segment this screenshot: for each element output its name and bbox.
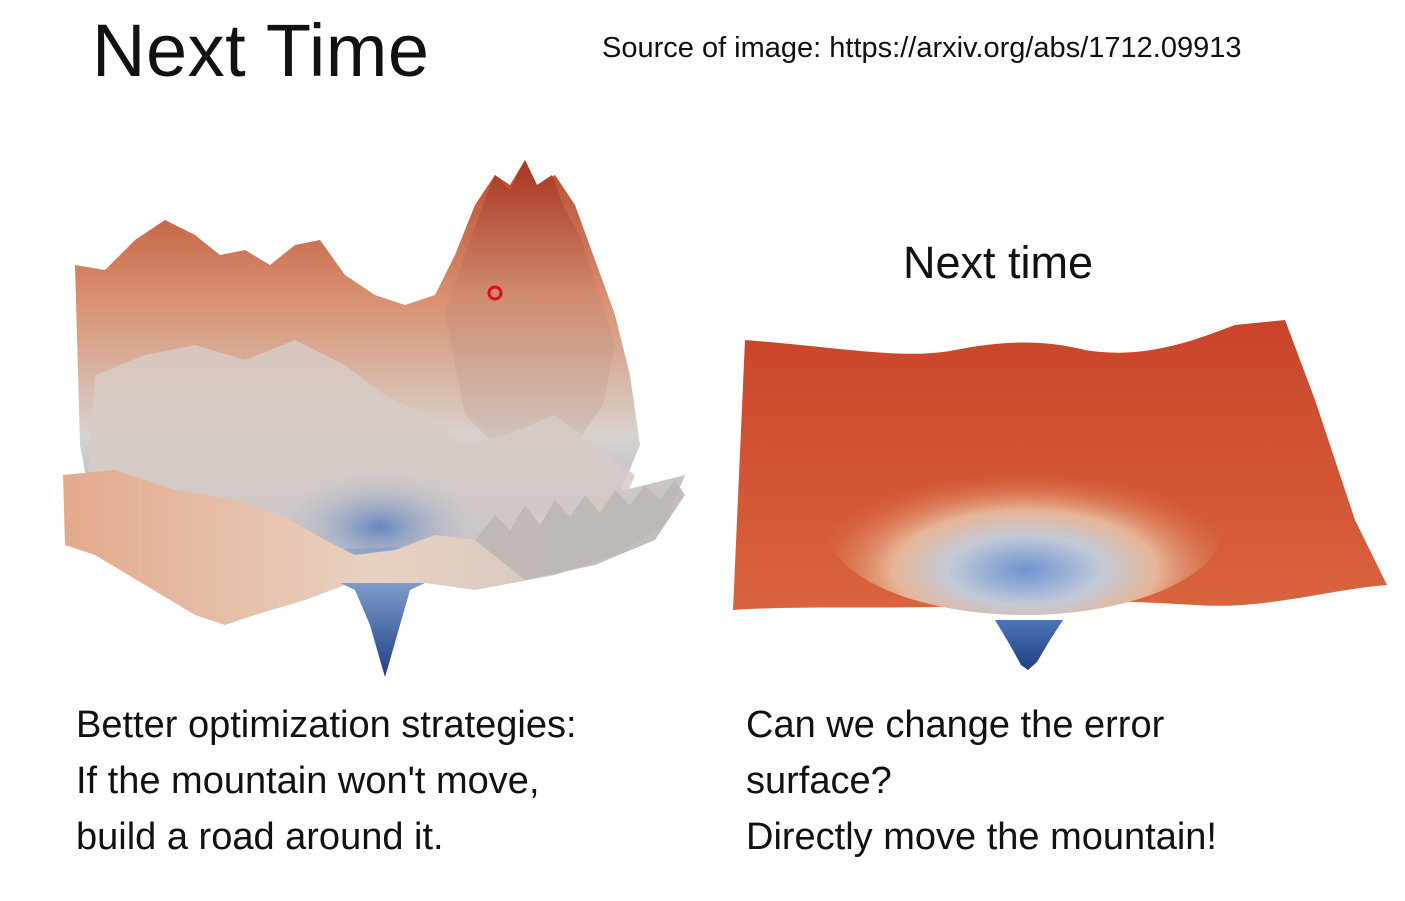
- left-caption: Better optimization strategies: If the m…: [76, 697, 577, 865]
- left-caption-line-1: Better optimization strategies:: [76, 704, 577, 746]
- optimizer-position-marker: [487, 285, 503, 301]
- left-caption-line-3: build a road around it.: [76, 816, 444, 858]
- left-caption-line-2: If the mountain won't move,: [76, 760, 540, 802]
- right-caption: Can we change the error surface? Directl…: [746, 697, 1217, 865]
- right-panel-title: Next time: [903, 237, 1094, 288]
- right-caption-line-1: Can we change the error: [746, 704, 1165, 746]
- rugged-loss-surface-icon: [63, 160, 685, 677]
- image-source-note: Source of image: https://arxiv.org/abs/1…: [602, 32, 1242, 64]
- smooth-loss-surface-icon: [733, 320, 1387, 670]
- page-title: Next Time: [92, 9, 430, 92]
- right-caption-line-3: Directly move the mountain!: [746, 816, 1217, 858]
- right-caption-line-2: surface?: [746, 760, 892, 802]
